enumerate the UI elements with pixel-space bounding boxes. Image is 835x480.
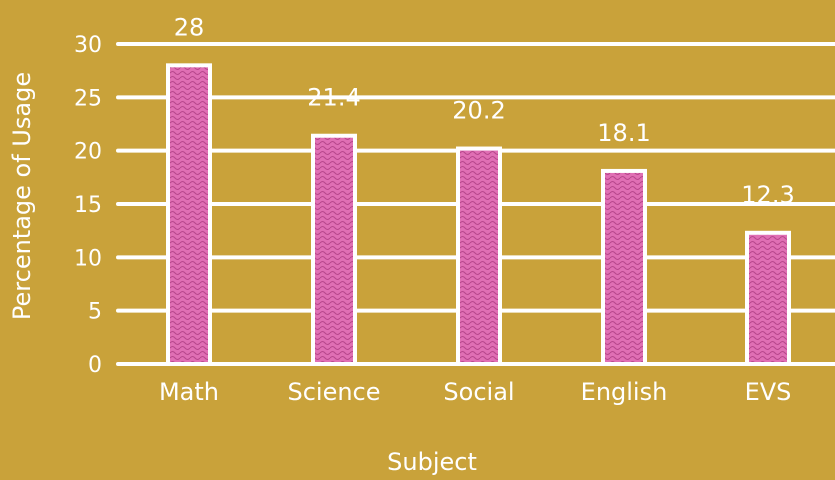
data-label: 21.4 bbox=[307, 84, 360, 112]
value-labels: 28 21.4 20.2 18.1 12.3 bbox=[174, 13, 795, 208]
bar-science bbox=[311, 133, 357, 366]
y-axis-ticks: 0 5 10 15 20 25 30 bbox=[74, 33, 102, 378]
y-tick-label: 25 bbox=[74, 86, 102, 111]
y-axis-title: Percentage of Usage bbox=[8, 72, 36, 320]
bar-evs bbox=[745, 230, 791, 366]
bar-social bbox=[456, 146, 502, 366]
bars bbox=[166, 63, 791, 366]
x-axis-ticks: Math Science Social English EVS bbox=[159, 378, 791, 406]
x-tick-label: Science bbox=[287, 378, 380, 406]
y-tick-label: 10 bbox=[74, 246, 102, 271]
y-tick-label: 15 bbox=[74, 193, 102, 218]
data-label: 20.2 bbox=[452, 97, 505, 125]
x-tick-label: EVS bbox=[745, 378, 792, 406]
data-label: 28 bbox=[174, 13, 205, 41]
data-label: 18.1 bbox=[597, 119, 650, 147]
bar-math bbox=[166, 63, 212, 366]
x-axis-title: Subject bbox=[387, 448, 477, 476]
bar-english bbox=[601, 168, 647, 366]
y-tick-label: 20 bbox=[74, 140, 102, 165]
data-label: 12.3 bbox=[741, 181, 794, 209]
y-tick-label: 0 bbox=[88, 353, 102, 378]
y-tick-label: 30 bbox=[74, 33, 102, 58]
x-tick-label: English bbox=[581, 378, 668, 406]
y-tick-label: 5 bbox=[88, 300, 102, 325]
x-tick-label: Social bbox=[443, 378, 514, 406]
x-tick-label: Math bbox=[159, 378, 219, 406]
